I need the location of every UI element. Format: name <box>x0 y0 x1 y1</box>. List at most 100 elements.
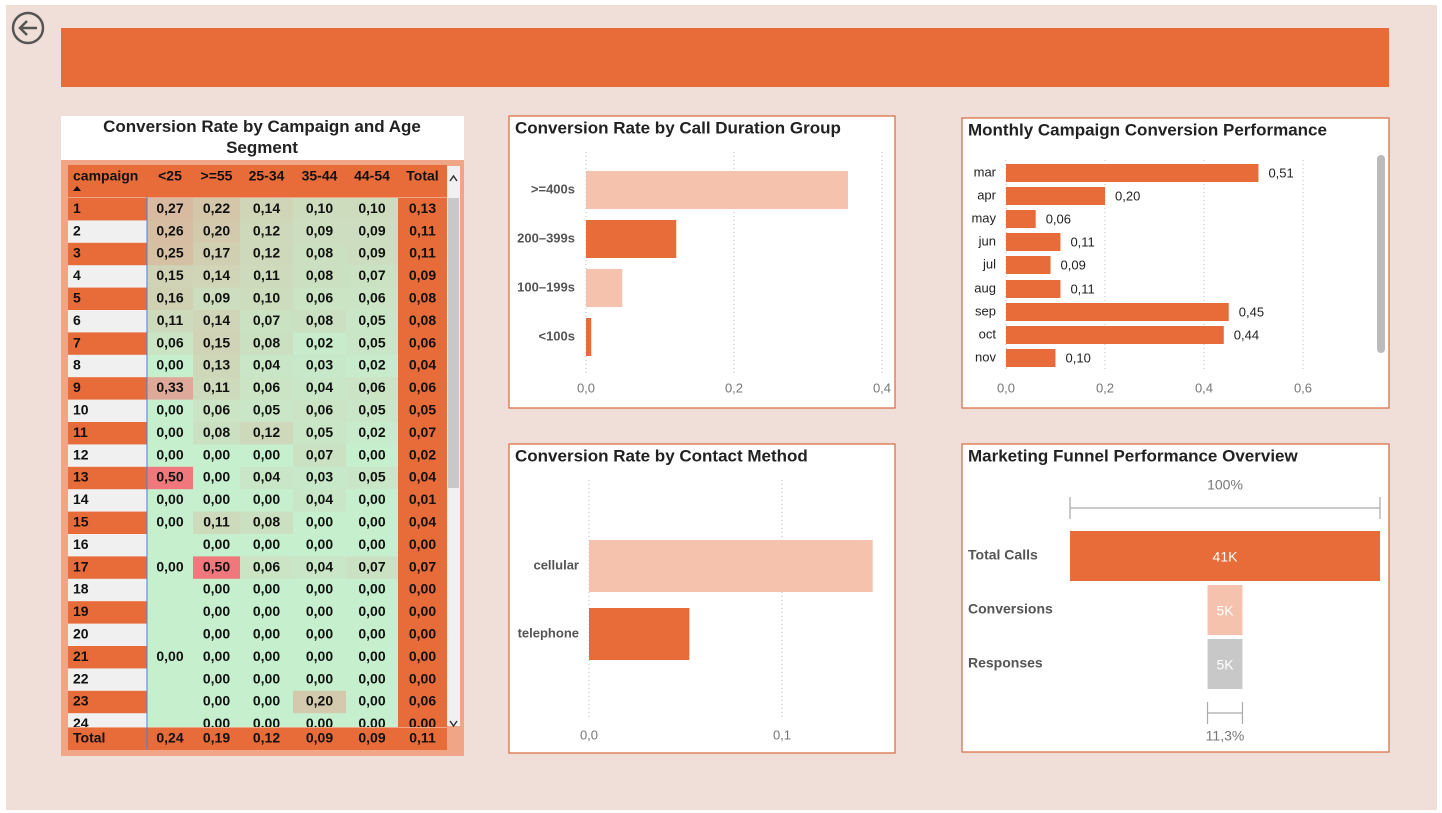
cell: 0,00 <box>358 648 385 664</box>
cell-bg <box>193 668 240 692</box>
data-label: 0,10 <box>1066 350 1091 365</box>
cell-bg <box>240 377 293 401</box>
cell-bg <box>293 466 346 490</box>
bar <box>1006 256 1051 274</box>
bar <box>589 540 873 592</box>
cell-bg <box>346 354 398 378</box>
scroll-thumb[interactable] <box>1377 155 1385 353</box>
cell: 1 <box>73 200 81 216</box>
cell: 0,04 <box>253 357 280 373</box>
cell-bg <box>68 578 147 602</box>
cell-bg <box>240 646 293 669</box>
x-tick-label: 0,0 <box>577 380 595 395</box>
cell-bg <box>68 220 147 244</box>
cell: 0,00 <box>156 424 183 440</box>
cell-bg <box>147 690 193 714</box>
scroll-up[interactable] <box>449 174 458 182</box>
cell: 0,07 <box>409 424 436 440</box>
cell: 0,09 <box>306 222 333 238</box>
cell-bg <box>398 511 447 535</box>
cell-bg <box>346 310 398 333</box>
cell-bg <box>147 623 193 647</box>
column-header: 35-44 <box>302 168 338 184</box>
bar <box>586 220 677 258</box>
cell-bg <box>68 489 147 513</box>
cell: 0,08 <box>306 312 333 328</box>
cell-bg <box>193 265 240 289</box>
cell: 6 <box>73 312 81 328</box>
cell-bg <box>293 242 346 266</box>
cell-bg <box>398 623 447 647</box>
cell-bg <box>293 578 346 602</box>
cell: 0,15 <box>156 267 183 283</box>
scroll-down[interactable] <box>449 720 458 728</box>
total-cell: 0,09 <box>306 730 333 746</box>
cell-bg <box>346 444 398 468</box>
cell: 0,06 <box>156 334 183 350</box>
category-label: Responses <box>968 655 1043 671</box>
cell-bg <box>346 668 398 692</box>
chart-panel <box>508 443 896 754</box>
table-title-bg <box>61 116 464 160</box>
column-header: >=55 <box>201 168 233 184</box>
cell-bg <box>193 220 240 244</box>
chart-title: Marketing Funnel Performance Overview <box>968 446 1298 465</box>
cell: 0,11 <box>409 245 436 261</box>
cell-bg <box>346 198 398 221</box>
cell: 0,05 <box>358 334 385 350</box>
cell: 12 <box>73 446 89 462</box>
total-cell: Total <box>73 730 105 746</box>
cell-bg <box>193 422 240 445</box>
bar <box>1006 303 1229 321</box>
cell: 0,11 <box>203 514 230 530</box>
bracket <box>1206 702 1244 724</box>
cell: 10 <box>73 402 89 418</box>
cell: 0,00 <box>156 491 183 507</box>
scroll-thumb[interactable] <box>448 198 459 488</box>
category-label: jun <box>978 233 996 248</box>
bar <box>1006 210 1036 228</box>
cell-bg <box>346 623 398 647</box>
cell-bg <box>240 310 293 333</box>
cell: 0,00 <box>358 514 385 530</box>
cell-bg <box>398 354 447 378</box>
cell: 0,16 <box>156 290 183 306</box>
cell-bg <box>346 601 398 625</box>
bar <box>1006 280 1061 298</box>
cell-bg <box>293 354 346 378</box>
category-label: nov <box>975 349 996 364</box>
back-button[interactable] <box>11 11 45 45</box>
cell: 0,09 <box>358 245 385 261</box>
cell-bg <box>68 287 147 311</box>
cell-bg <box>147 310 193 333</box>
cell: 0,08 <box>306 267 333 283</box>
cell: 0,12 <box>253 245 280 261</box>
bracket <box>1069 497 1381 519</box>
cell-bg <box>147 578 193 602</box>
data-label: 0,11 <box>1070 234 1094 249</box>
total-row <box>68 728 447 750</box>
header-row <box>68 165 447 197</box>
cell: 0,03 <box>306 357 333 373</box>
cell-bg <box>346 489 398 513</box>
cell-bg <box>240 399 293 423</box>
cell: 0,00 <box>253 536 280 552</box>
cell-bg <box>240 466 293 490</box>
cell-bg <box>293 646 346 669</box>
bar <box>1006 164 1259 182</box>
cell: 0,06 <box>358 379 385 395</box>
cell: 0,13 <box>203 357 230 373</box>
category-label: may <box>971 210 996 225</box>
cell: 0,00 <box>409 581 436 597</box>
cell-bg <box>293 623 346 647</box>
cell: 0,00 <box>203 536 230 552</box>
cell: 0,20 <box>306 693 333 709</box>
cell-bg <box>293 534 346 557</box>
cell-bg <box>293 489 346 513</box>
cell-bg <box>240 332 293 356</box>
cell-bg <box>193 646 240 669</box>
cell: 17 <box>73 558 89 574</box>
cell-bg <box>147 556 193 580</box>
chart-panel <box>961 443 1390 753</box>
